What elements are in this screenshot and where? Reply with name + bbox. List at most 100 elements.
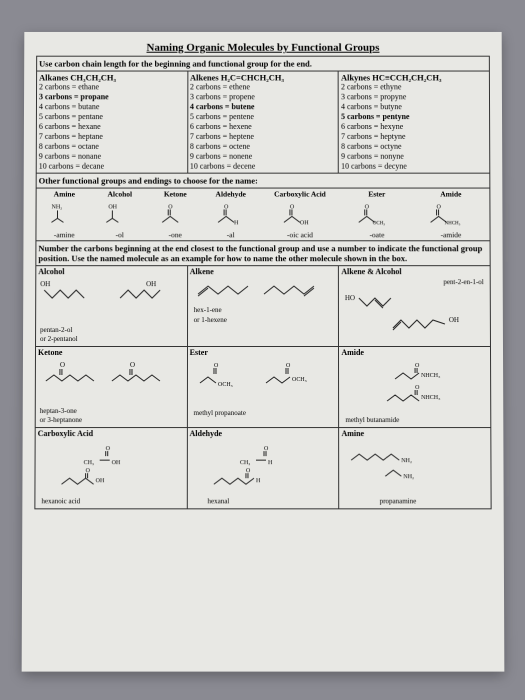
amine2-name-1: propanamine xyxy=(379,497,416,505)
fg-structure-icon: NH₂ xyxy=(36,199,92,229)
chain-row: 2 carbons = ethyne xyxy=(340,82,486,92)
chain-row: 6 carbons = hexene xyxy=(189,122,335,132)
alkenes-list: 2 carbons = ethene3 carbons = propene4 c… xyxy=(189,82,335,171)
chain-row: 4 carbons = butane xyxy=(38,102,184,112)
example-amine: Amine NH₂ NH₂ propanamine xyxy=(338,428,490,509)
alkynes-col: Alkynes HC≡CCH₂CH₂CH₃ 2 carbons = ethyne… xyxy=(338,71,489,173)
chain-row: 9 carbons = nonane xyxy=(38,152,184,162)
svg-text:H: H xyxy=(267,460,272,466)
chain-row: 9 carbons = nonyne xyxy=(341,152,487,162)
fg-suffix: -ol xyxy=(91,229,147,240)
svg-text:OH: OH xyxy=(111,460,120,466)
svg-text:NHCH₃: NHCH₃ xyxy=(421,395,440,401)
example-ester: Ester OOCH₃OOCH₃ methyl propanoate xyxy=(187,347,339,428)
svg-text:NHCH₃: NHCH₃ xyxy=(421,373,440,379)
fg-structure-icon: OH xyxy=(202,199,257,229)
chain-row: 10 carbons = decane xyxy=(38,162,184,172)
fg-labels-row: AmineAlcoholKetoneAldehydeCarboxylic Aci… xyxy=(36,189,489,200)
page: Naming Organic Molecules by Functional G… xyxy=(21,32,504,672)
alkene-name-2: or 1-hexene xyxy=(193,316,226,324)
svg-text:CH₃: CH₃ xyxy=(83,460,93,466)
chain-row: 10 carbons = decene xyxy=(189,162,335,172)
fg-label: Aldehyde xyxy=(202,189,257,200)
alkanes-list: 2 carbons = ethane3 carbons = propane4 c… xyxy=(38,82,184,171)
chain-row: 7 carbons = heptane xyxy=(38,132,184,142)
chain-row: 9 carbons = nonene xyxy=(189,152,335,162)
amide-name-1: methyl butanamide xyxy=(345,416,399,424)
fg-structure-icon: ONHCH₃ xyxy=(412,199,489,229)
example-carboxylic-acid: Carboxylic Acid OCH₃OHOOH hexanoic acid xyxy=(34,428,186,509)
svg-text:H: H xyxy=(255,478,260,484)
svg-text:O: O xyxy=(129,361,134,369)
svg-text:OCH₃: OCH₃ xyxy=(372,221,385,226)
chain-row: 10 carbons = decyne xyxy=(341,162,487,172)
chain-row: 2 carbons = ethane xyxy=(39,82,185,92)
alkene-structure-icon xyxy=(193,280,323,300)
fg-label: Alcohol xyxy=(92,189,147,200)
fg-suffixes-row: -amine-ol-one-al-oic acid-oate-amide xyxy=(36,229,489,240)
alcohol-label: Alcohol xyxy=(38,267,64,276)
chain-row: 2 carbons = ethene xyxy=(189,82,335,92)
instruction-3: Number the carbons beginning at the end … xyxy=(35,241,489,266)
functional-groups-cell: AmineAlcoholKetoneAldehydeCarboxylic Aci… xyxy=(35,188,489,241)
svg-text:NH₂: NH₂ xyxy=(403,474,414,480)
fg-suffix: -oate xyxy=(341,229,412,240)
ester-structure-icon: OOCH₃OOCH₃ xyxy=(193,359,323,389)
chain-row: 5 carbons = pentene xyxy=(189,112,335,122)
chain-row: 4 carbons = butyne xyxy=(340,102,486,112)
example-ketone: Ketone OO heptan-3-one or 3-heptanone xyxy=(35,347,187,428)
alkanes-col: Alkanes CH₃CH₂CH₃ 2 carbons = ethane3 ca… xyxy=(36,71,187,173)
chain-row: 7 carbons = heptene xyxy=(189,132,335,142)
alkenes-col: Alkenes H₂C=CHCH₂CH₃ 2 carbons = ethene3… xyxy=(187,71,338,173)
instruction-2: Other functional groups and endings to c… xyxy=(36,173,490,188)
chain-row: 8 carbons = octene xyxy=(189,142,335,152)
ester-label: Ester xyxy=(189,348,207,357)
alkanes-header: Alkanes CH₃CH₂CH₃ xyxy=(39,73,185,83)
fg-structure-icon: OH xyxy=(91,199,147,229)
svg-text:OCH₃: OCH₃ xyxy=(291,377,306,383)
fg-structure-icon: OOCH₃ xyxy=(341,199,412,229)
fg-label: Carboxylic Acid xyxy=(258,189,341,200)
fg-label: Ketone xyxy=(147,189,202,200)
chain-row: 3 carbons = propane xyxy=(38,92,184,102)
svg-text:OH: OH xyxy=(299,220,308,226)
chain-row: 6 carbons = hexane xyxy=(38,122,184,132)
chain-row: 7 carbons = heptyne xyxy=(341,132,487,142)
alkalc-name-1: pent-2-en-1-ol xyxy=(443,278,483,286)
fg-structure-icon: OOH xyxy=(258,199,341,229)
ketone-label: Ketone xyxy=(37,348,61,357)
ketone-name-1: heptan-3-one xyxy=(39,407,76,415)
fg-suffix: -one xyxy=(147,229,203,240)
alcohol-structure-icon: OH xyxy=(40,278,110,306)
example-aldehyde: Aldehyde OCH₃HOH hexanal xyxy=(186,428,338,509)
svg-text:OH: OH xyxy=(146,280,156,288)
svg-text:O: O xyxy=(59,361,64,369)
chain-row: 8 carbons = octyne xyxy=(341,142,487,152)
example-alkene: Alkene hex-1-ene or 1-hexene xyxy=(187,266,339,347)
instruction-1: Use carbon chain length for the beginnin… xyxy=(36,56,489,71)
fg-suffix: -amine xyxy=(36,229,92,240)
svg-text:OH: OH xyxy=(40,280,50,288)
aldehyde-name-1: hexanal xyxy=(207,497,229,505)
fg-suffix: -oic acid xyxy=(258,229,341,240)
chain-row: 5 carbons = pentyne xyxy=(340,112,486,122)
svg-text:OH: OH xyxy=(95,478,104,484)
amine2-label: Amine xyxy=(341,429,364,438)
alkynes-header: Alkynes HC≡CCH₂CH₂CH₃ xyxy=(340,73,486,83)
alkynes-list: 2 carbons = ethyne3 carbons = propyne4 c… xyxy=(340,82,486,171)
amide-label: Amide xyxy=(341,348,364,357)
chain-row: 3 carbons = propene xyxy=(189,92,335,102)
svg-text:OH: OH xyxy=(449,316,459,324)
alcohol-name-1: pentan-2-ol xyxy=(40,326,72,334)
main-table: Use carbon chain length for the beginnin… xyxy=(34,56,491,510)
chain-row: 8 carbons = octane xyxy=(38,142,184,152)
svg-text:NHCH₃: NHCH₃ xyxy=(444,221,460,226)
fg-label: Amine xyxy=(36,189,91,200)
chain-row: 3 carbons = propyne xyxy=(340,92,486,102)
carboxy-name-1: hexanoic acid xyxy=(41,497,80,505)
fg-label: Ester xyxy=(341,189,412,200)
svg-text:NH₂: NH₂ xyxy=(401,458,412,464)
alkalc-structure-icon: HO xyxy=(345,290,425,312)
chain-row: 6 carbons = hexyne xyxy=(341,122,487,132)
fg-suffix: -amide xyxy=(412,229,489,240)
